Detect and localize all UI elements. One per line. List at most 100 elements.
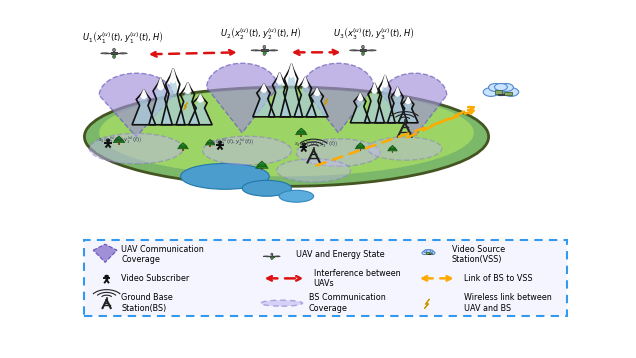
Polygon shape xyxy=(350,93,370,123)
Ellipse shape xyxy=(361,52,364,55)
Circle shape xyxy=(488,83,502,91)
Polygon shape xyxy=(93,244,117,262)
Ellipse shape xyxy=(271,257,273,260)
Circle shape xyxy=(426,250,431,252)
Polygon shape xyxy=(358,93,363,101)
Ellipse shape xyxy=(296,139,380,166)
Circle shape xyxy=(429,251,435,255)
Polygon shape xyxy=(252,84,275,117)
Ellipse shape xyxy=(275,256,280,257)
Bar xyxy=(118,142,120,145)
Text: $U_3\left(x_3^{(u)}(t), y_3^{(u)}(t), H\right)$: $U_3\left(x_3^{(u)}(t), y_3^{(u)}(t), H\… xyxy=(333,25,415,42)
Polygon shape xyxy=(258,161,266,165)
Bar xyxy=(263,52,266,53)
Bar xyxy=(300,134,302,137)
Bar xyxy=(261,49,268,51)
Ellipse shape xyxy=(181,164,269,189)
Ellipse shape xyxy=(263,256,268,257)
Polygon shape xyxy=(132,90,156,125)
Polygon shape xyxy=(303,77,308,87)
Bar xyxy=(271,257,273,258)
Ellipse shape xyxy=(270,50,278,51)
Polygon shape xyxy=(197,94,204,102)
Polygon shape xyxy=(256,162,267,166)
Text: $s_2\left(x_2^{(s)}(t), y_2^{(s)}(t)\right)$: $s_2\left(x_2^{(s)}(t), y_2^{(s)}(t)\rig… xyxy=(210,136,254,147)
Text: Wireless link between
UAV and BS: Wireless link between UAV and BS xyxy=(464,294,551,313)
Ellipse shape xyxy=(369,50,377,51)
Ellipse shape xyxy=(85,87,488,186)
Text: BS Communication
Coverage: BS Communication Coverage xyxy=(308,294,385,313)
Polygon shape xyxy=(170,68,176,83)
Circle shape xyxy=(483,88,499,96)
Polygon shape xyxy=(114,137,124,141)
Polygon shape xyxy=(280,64,303,117)
Polygon shape xyxy=(387,87,408,123)
Ellipse shape xyxy=(113,55,115,58)
Bar xyxy=(111,52,117,54)
Polygon shape xyxy=(324,99,328,105)
Ellipse shape xyxy=(89,134,183,164)
Polygon shape xyxy=(389,145,396,149)
Circle shape xyxy=(302,144,305,145)
Ellipse shape xyxy=(99,89,474,176)
Polygon shape xyxy=(294,77,316,117)
Circle shape xyxy=(499,83,513,91)
Polygon shape xyxy=(206,140,214,144)
Polygon shape xyxy=(177,144,188,149)
Ellipse shape xyxy=(120,53,127,54)
Text: Link of BS to VSS: Link of BS to VSS xyxy=(464,274,532,283)
Polygon shape xyxy=(261,84,266,92)
Ellipse shape xyxy=(361,45,364,49)
Ellipse shape xyxy=(263,45,266,49)
Text: $s_1\left(x_1^{(s)}(t), y_1^{(s)}(t)\right)$: $s_1\left(x_1^{(s)}(t), y_1^{(s)}(t)\rig… xyxy=(98,134,142,146)
Polygon shape xyxy=(356,143,365,147)
Ellipse shape xyxy=(113,48,115,52)
Polygon shape xyxy=(268,73,291,117)
Bar xyxy=(270,256,274,257)
Polygon shape xyxy=(375,75,395,123)
Circle shape xyxy=(106,139,110,141)
Bar xyxy=(113,55,115,56)
Polygon shape xyxy=(372,83,377,93)
Polygon shape xyxy=(205,141,215,145)
Polygon shape xyxy=(296,129,307,133)
Polygon shape xyxy=(357,143,364,146)
Ellipse shape xyxy=(350,50,357,51)
Text: Video Source
Station(VSS): Video Source Station(VSS) xyxy=(452,245,505,264)
Polygon shape xyxy=(395,87,400,96)
Polygon shape xyxy=(314,88,320,95)
Circle shape xyxy=(495,83,508,91)
Bar xyxy=(429,253,432,254)
Polygon shape xyxy=(256,163,268,168)
Bar xyxy=(495,91,502,94)
Bar xyxy=(426,252,429,254)
Polygon shape xyxy=(295,130,307,135)
Text: $U_1\left(x_1^{(u)}(t), y_1^{(u)}(t), H\right)$: $U_1\left(x_1^{(u)}(t), y_1^{(u)}(t), H\… xyxy=(82,29,163,45)
Polygon shape xyxy=(185,83,191,93)
Bar xyxy=(182,148,184,151)
Circle shape xyxy=(428,250,433,253)
Polygon shape xyxy=(115,136,123,140)
Polygon shape xyxy=(179,143,188,147)
Polygon shape xyxy=(158,78,163,90)
Circle shape xyxy=(218,141,221,143)
Polygon shape xyxy=(277,73,282,84)
Polygon shape xyxy=(424,299,429,309)
Bar xyxy=(361,52,364,53)
Polygon shape xyxy=(189,94,212,125)
Text: Ground Base
Station(BS): Ground Base Station(BS) xyxy=(121,294,173,313)
Ellipse shape xyxy=(100,53,108,54)
Polygon shape xyxy=(303,63,374,133)
Text: $s_3\left(x_3^{(s)}(t), y_3^{(s)}(t)\right)$: $s_3\left(x_3^{(s)}(t), y_3^{(s)}(t)\rig… xyxy=(294,138,338,150)
Polygon shape xyxy=(162,68,185,125)
Polygon shape xyxy=(364,83,384,123)
Text: UAV Communication
Coverage: UAV Communication Coverage xyxy=(121,245,204,264)
Polygon shape xyxy=(383,75,387,87)
Ellipse shape xyxy=(261,300,303,306)
Circle shape xyxy=(105,275,108,277)
Polygon shape xyxy=(355,144,366,149)
Polygon shape xyxy=(179,143,187,146)
Bar xyxy=(504,92,511,95)
Circle shape xyxy=(425,250,432,254)
Bar xyxy=(392,150,393,153)
